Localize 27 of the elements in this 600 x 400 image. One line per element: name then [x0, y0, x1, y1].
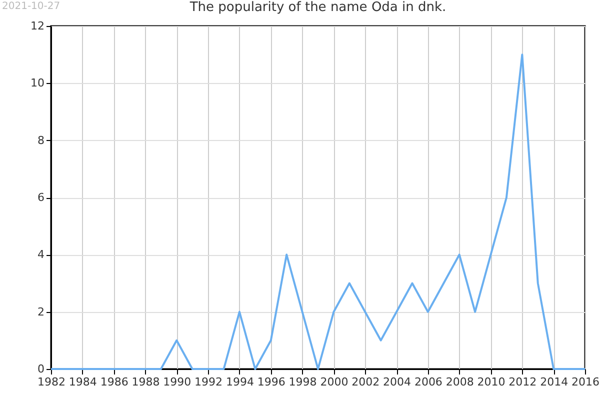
x-tick-label: 2004 [383, 376, 412, 388]
y-tick-label: 12 [30, 20, 44, 32]
chart-title: The popularity of the name Oda in dnk. [188, 0, 446, 15]
y-tick-label: 2 [38, 305, 44, 318]
x-tick-label: 1992 [194, 376, 223, 388]
x-tick-label: 2006 [414, 376, 442, 388]
x-tick-label: 2012 [508, 376, 537, 388]
x-tick-label: 2000 [320, 376, 348, 388]
x-tick-label: 1988 [132, 376, 160, 388]
x-tick-label: 1984 [68, 376, 97, 388]
x-tick-label: 1994 [226, 376, 254, 388]
y-tick-label: 4 [38, 248, 44, 262]
x-tick-label: 1996 [257, 376, 286, 388]
x-tick-label: 1986 [100, 376, 128, 388]
x-tick-label: 2014 [540, 376, 568, 388]
x-tick-label: 2010 [477, 376, 506, 388]
y-tick-label: 10 [30, 76, 44, 90]
y-tick-label: 0 [38, 362, 44, 376]
x-tick-label: 2016 [572, 376, 600, 388]
y-tick-label: 8 [38, 134, 44, 147]
x-tick-label: 1982 [38, 376, 66, 388]
x-tick-label: 1998 [288, 376, 317, 388]
x-tick-label: 2008 [446, 376, 474, 388]
text: 2021-10-27 [2, 1, 60, 12]
x-tick-label: 1990 [163, 376, 192, 388]
x-tick-label: 2002 [352, 376, 380, 388]
y-tick-label: 6 [38, 191, 44, 204]
